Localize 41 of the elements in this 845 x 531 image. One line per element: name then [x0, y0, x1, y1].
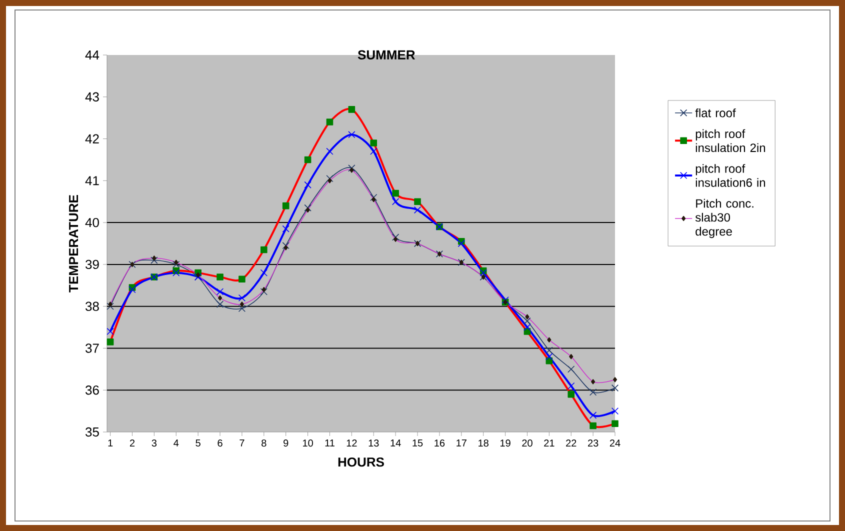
y-tick-label: 41 [85, 176, 99, 186]
x-tick-label: 19 [500, 440, 510, 447]
x-tick-label: 21 [544, 440, 554, 447]
x-tick-label: 13 [368, 440, 379, 447]
x-tick-label: 10 [303, 440, 313, 447]
y-axis-title: TEMPERATURE [69, 195, 78, 292]
x-tick-label: 4 [174, 440, 179, 446]
legend-label: flat roof [695, 108, 736, 118]
x-tick-label: 6 [218, 440, 222, 447]
x-tick-label: 22 [566, 440, 576, 447]
x-tick-label: 7 [240, 440, 244, 446]
x-tick-label: 23 [588, 440, 598, 447]
x-tick-label: 18 [478, 440, 488, 447]
y-tick-label: 37 [86, 344, 99, 353]
x-tick-label: 1 [108, 440, 113, 446]
x-tick-label: 8 [262, 440, 266, 447]
x-tick-label: 17 [456, 440, 466, 446]
x-tick-label: 3 [152, 440, 157, 447]
y-tick-label: 35 [86, 427, 99, 437]
y-tick-label: 42 [85, 134, 99, 144]
x-tick-label: 16 [434, 440, 445, 447]
chart-title: SUMMER [358, 50, 416, 60]
legend-label: pitch roof insulation6 in [696, 164, 766, 187]
y-tick-label: 40 [85, 218, 99, 228]
x-tick-label: 9 [284, 440, 288, 447]
legend-label: pitch roof insulation 2in [696, 129, 766, 152]
y-tick-label: 39 [86, 260, 99, 270]
legend-label: Pitch conc. slab30 degree [695, 198, 754, 238]
y-tick-label: 36 [86, 386, 99, 395]
x-axis-title: HOURS [338, 457, 384, 467]
y-tick-label: 44 [85, 50, 100, 60]
y-tick-label: 38 [86, 302, 99, 311]
x-tick-label: 2 [130, 440, 135, 447]
x-tick-label: 24 [610, 440, 620, 447]
x-tick-label: 11 [325, 440, 334, 446]
y-tick-label: 43 [85, 92, 99, 102]
x-tick-label: 12 [346, 440, 357, 447]
x-tick-label: 20 [522, 440, 532, 447]
x-tick-label: 15 [412, 440, 423, 447]
x-tick-label: 14 [390, 440, 401, 446]
x-tick-label: 5 [196, 440, 200, 447]
